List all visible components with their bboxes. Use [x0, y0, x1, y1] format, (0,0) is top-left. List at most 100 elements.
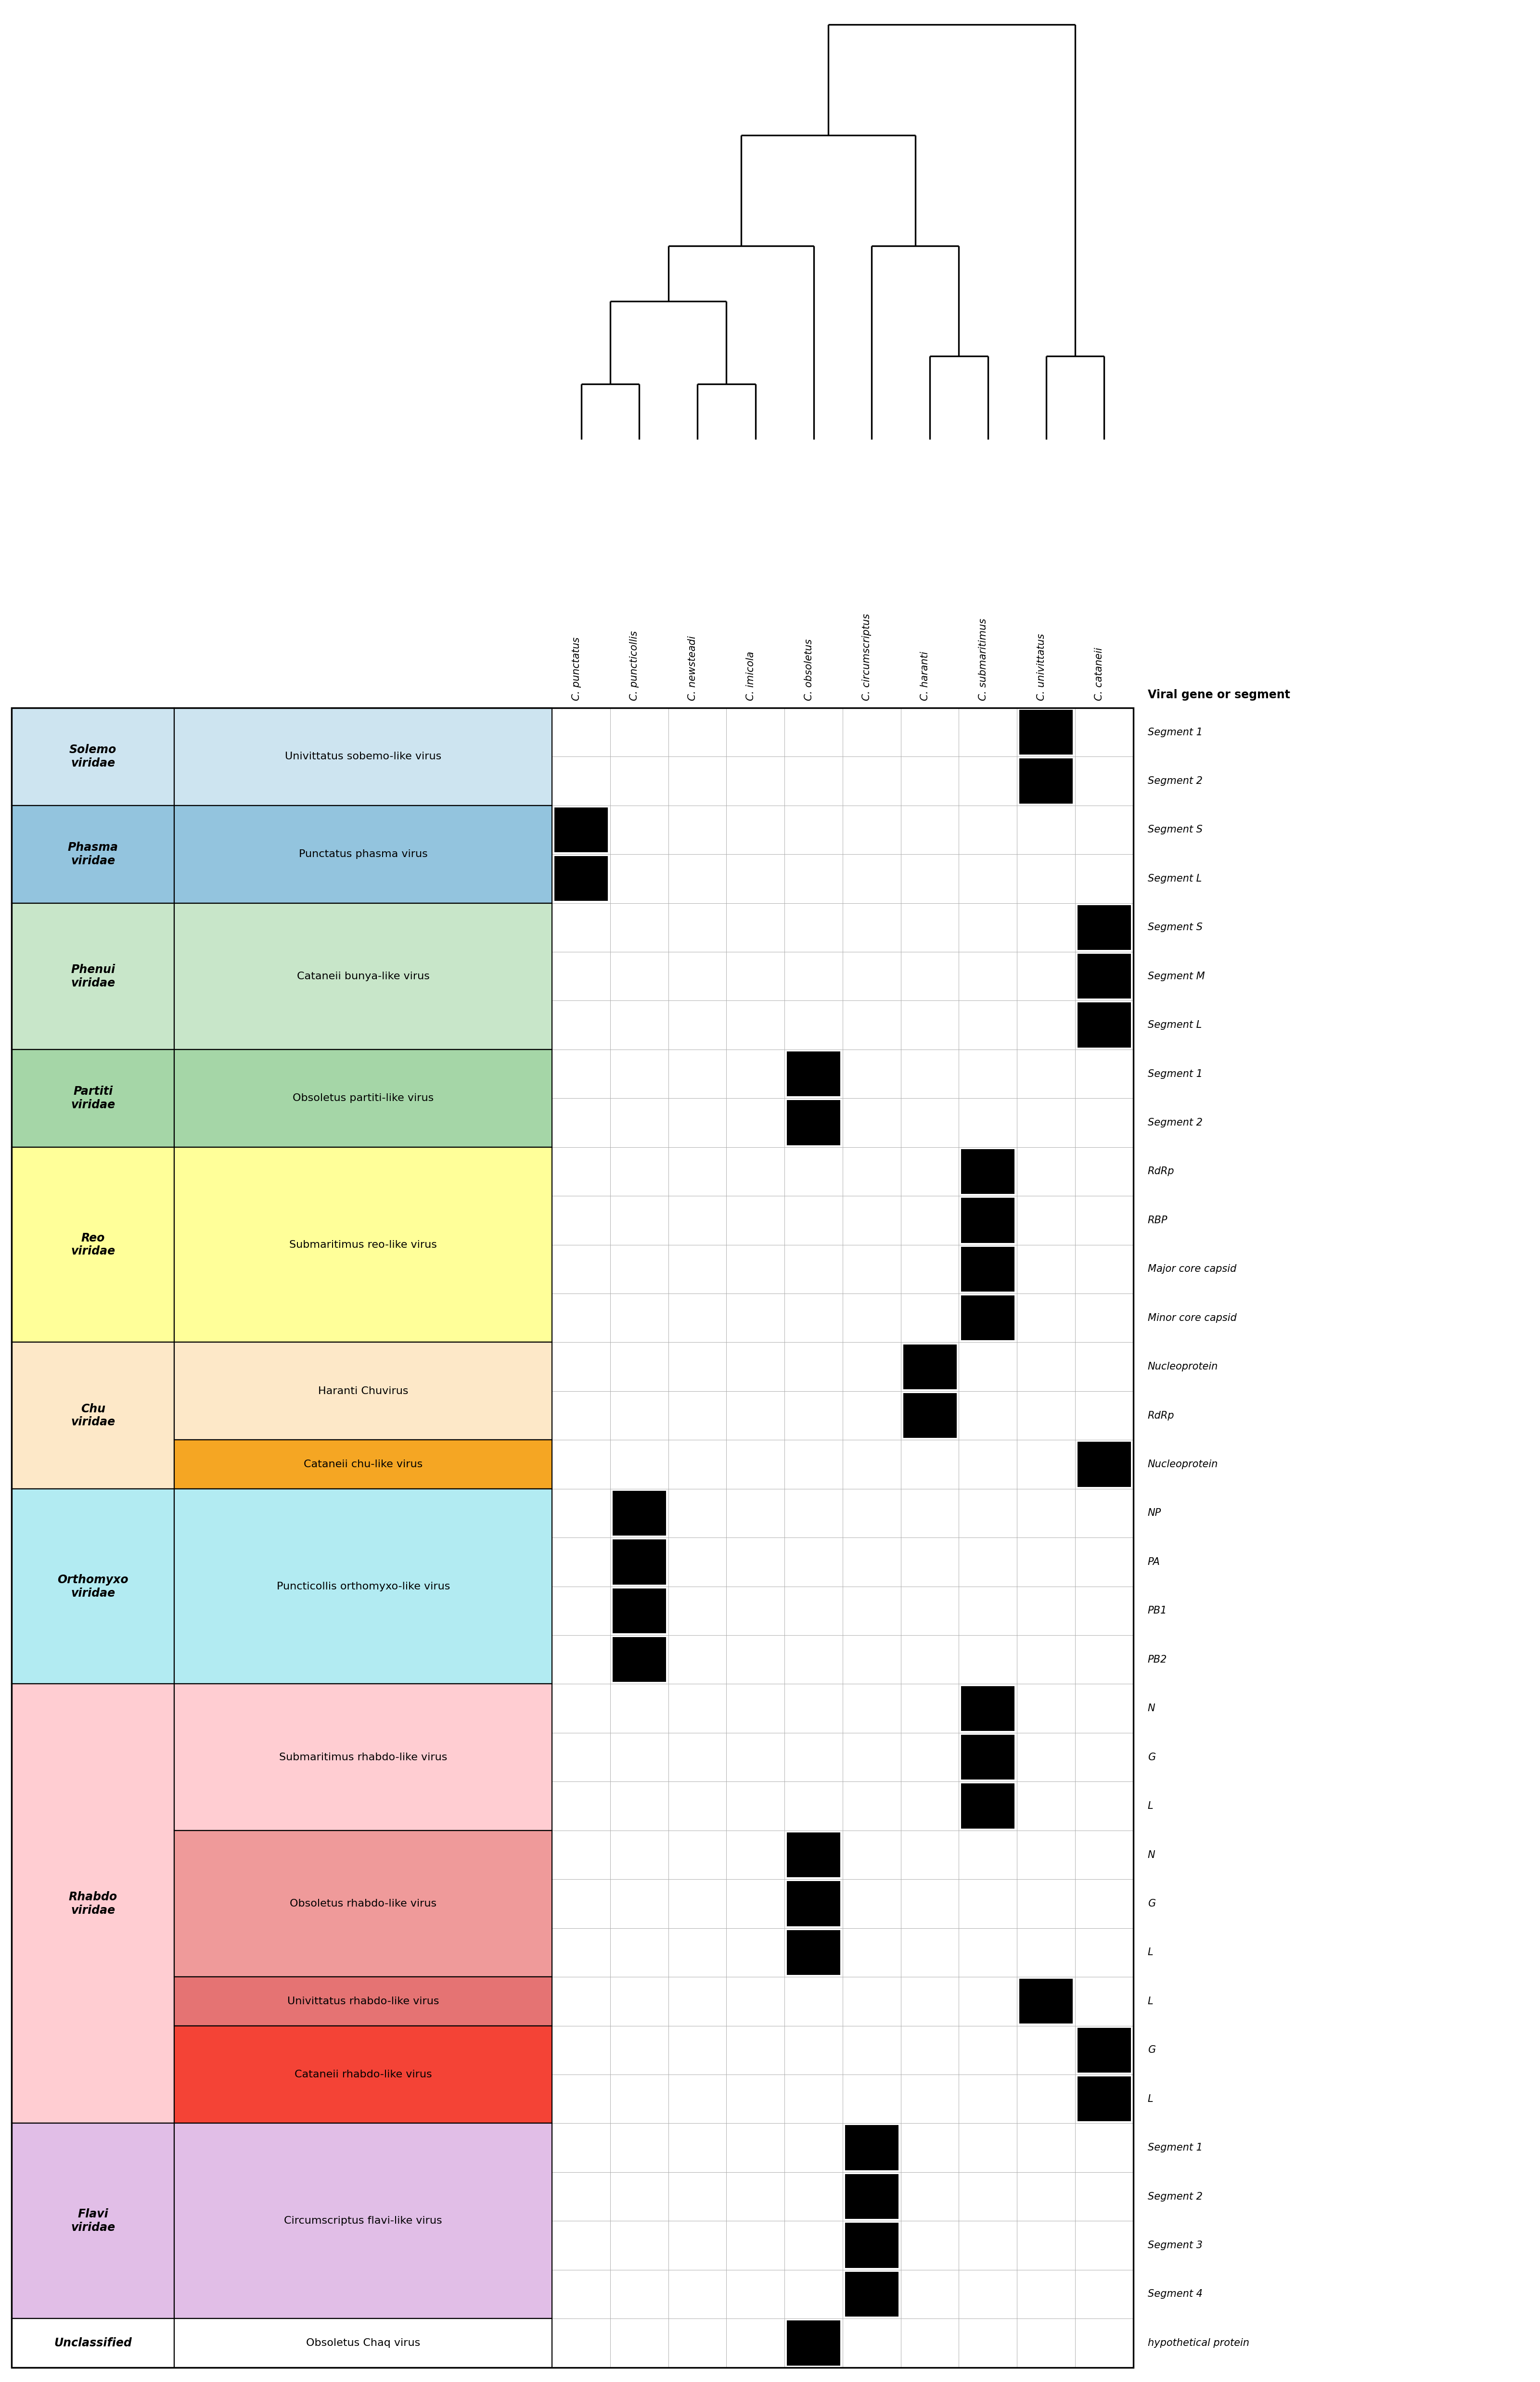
Bar [901, 1829, 959, 1879]
Bar [787, 2320, 841, 2365]
Text: C. imicola: C. imicola [745, 650, 756, 700]
Bar [12, 805, 174, 855]
Text: Solemo
viridae: Solemo viridae [69, 743, 117, 769]
Text: RdRp: RdRp [1147, 1410, 1175, 1420]
Text: Reo
viridae: Reo viridae [71, 1231, 116, 1258]
Text: Viral gene or segment: Viral gene or segment [1147, 688, 1291, 700]
Bar [1075, 805, 1133, 855]
Bar [12, 2318, 174, 2368]
Bar [784, 2318, 842, 2368]
Bar [784, 1196, 842, 1246]
Bar [551, 1343, 610, 1391]
Bar [787, 1100, 841, 1146]
Bar [787, 1929, 841, 1975]
Bar [174, 903, 551, 1050]
Bar [668, 1879, 727, 1927]
Bar [842, 1391, 901, 1441]
Bar [551, 707, 610, 757]
Bar [1016, 1000, 1075, 1050]
Bar [610, 2318, 668, 2368]
Text: Univittatus rhabdo-like virus: Univittatus rhabdo-like virus [288, 1996, 439, 2006]
Bar [551, 1000, 610, 1050]
Bar [1019, 1979, 1073, 2025]
Bar [610, 1782, 668, 1829]
Bar [12, 805, 174, 903]
Text: C. cataneii: C. cataneii [1095, 648, 1104, 700]
Bar [1016, 1536, 1075, 1586]
Text: Submaritimus rhabdo-like virus: Submaritimus rhabdo-like virus [279, 1753, 447, 1763]
Bar [174, 2318, 551, 2368]
Bar [174, 1782, 551, 1829]
Bar [610, 1927, 668, 1977]
Bar [12, 1829, 174, 1879]
Text: Nucleoprotein: Nucleoprotein [1147, 1363, 1218, 1372]
Bar [551, 2122, 610, 2172]
Text: Rhabdo
viridae: Rhabdo viridae [69, 1891, 117, 1915]
Bar [12, 2220, 174, 2270]
Bar [961, 1734, 1015, 1779]
Bar [842, 1536, 901, 1586]
Bar [610, 2122, 668, 2172]
Bar [1019, 710, 1073, 755]
Bar [959, 1536, 1016, 1586]
Bar [12, 1489, 174, 1684]
Text: G: G [1147, 2046, 1155, 2056]
Bar [551, 1927, 610, 1977]
Text: Segment 1: Segment 1 [1147, 2144, 1203, 2153]
Bar [1016, 1050, 1075, 1098]
Bar [12, 1927, 174, 1977]
Bar [901, 1098, 959, 1148]
Bar [1075, 2318, 1133, 2368]
Bar [610, 2172, 668, 2220]
Bar [1075, 1441, 1133, 1489]
Bar [610, 1000, 668, 1050]
Bar [554, 855, 608, 900]
Bar [1016, 2025, 1075, 2075]
Bar [902, 1343, 956, 1389]
Bar [174, 1196, 551, 1246]
Bar [174, 1684, 551, 1732]
Text: Segment L: Segment L [1147, 874, 1201, 884]
Bar [12, 1977, 174, 2025]
Text: Obsoletus rhabdo-like virus: Obsoletus rhabdo-like virus [290, 1898, 437, 1908]
Bar [727, 2122, 784, 2172]
Text: Cataneii rhabdo-like virus: Cataneii rhabdo-like virus [294, 2070, 431, 2079]
Bar [842, 1634, 901, 1684]
Bar [668, 1782, 727, 1829]
Bar [174, 1732, 551, 1782]
Bar [787, 1882, 841, 1927]
Bar [727, 1343, 784, 1391]
Bar [551, 1829, 610, 1879]
Bar [668, 1391, 727, 1441]
Bar [1075, 1148, 1133, 1196]
Text: Obsoletus partiti-like virus: Obsoletus partiti-like virus [293, 1093, 434, 1103]
Bar [727, 757, 784, 805]
Text: Segment 1: Segment 1 [1147, 1070, 1203, 1079]
Bar [1075, 707, 1133, 757]
Bar [959, 1293, 1016, 1343]
Bar [174, 1634, 551, 1684]
Bar [668, 2220, 727, 2270]
Bar [12, 1732, 174, 1782]
Text: Puncticollis orthomyxo-like virus: Puncticollis orthomyxo-like virus [277, 1582, 450, 1591]
Bar [610, 1343, 668, 1391]
Bar [842, 1000, 901, 1050]
Bar [901, 1293, 959, 1343]
Bar [784, 1879, 842, 1927]
Bar [551, 1098, 610, 1148]
Text: C. punctatus: C. punctatus [571, 636, 581, 700]
Bar [901, 903, 959, 953]
Bar [610, 2075, 668, 2122]
Bar [12, 1684, 174, 2122]
Text: Flavi
viridae: Flavi viridae [71, 2208, 116, 2234]
Bar [668, 1829, 727, 1879]
Bar [959, 1634, 1016, 1684]
Bar [727, 1293, 784, 1343]
Bar [551, 1293, 610, 1343]
Bar [12, 1343, 174, 1489]
Bar [174, 1977, 551, 2025]
Bar [12, 2025, 174, 2075]
Bar [1016, 1732, 1075, 1782]
Bar [959, 1246, 1016, 1293]
Bar [959, 1586, 1016, 1634]
